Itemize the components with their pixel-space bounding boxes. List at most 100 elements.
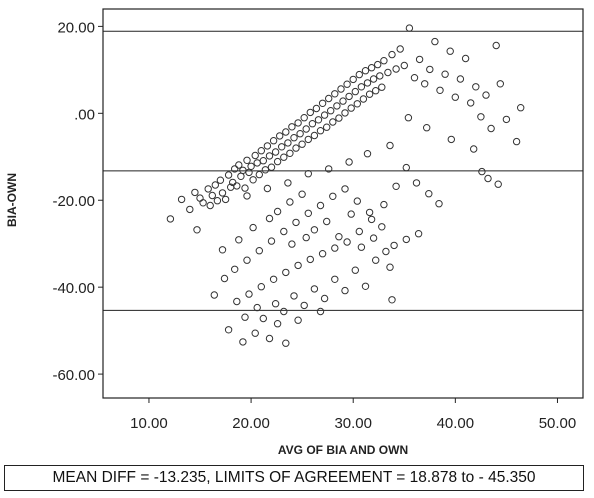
data-point <box>414 230 423 238</box>
data-point <box>349 75 357 84</box>
data-point <box>363 150 372 158</box>
data-point <box>245 168 253 177</box>
data-point <box>213 197 222 205</box>
y-tick-label: -20.00 <box>52 193 95 210</box>
data-point <box>472 83 480 91</box>
data-point <box>335 114 343 122</box>
data-point <box>294 316 302 324</box>
data-point <box>306 255 314 264</box>
data-point <box>374 60 382 69</box>
data-point <box>259 314 267 323</box>
data-point <box>265 152 274 160</box>
data-point <box>372 87 380 95</box>
data-point <box>426 65 434 74</box>
x-tick-label: 40.00 <box>437 415 475 432</box>
data-point <box>267 163 276 171</box>
data-point <box>396 45 404 53</box>
data-point <box>478 167 486 176</box>
data-point <box>400 61 408 70</box>
data-point <box>361 282 370 290</box>
data-point <box>329 118 337 126</box>
data-point <box>253 159 261 167</box>
data-point <box>388 50 396 59</box>
data-point <box>166 215 175 223</box>
data-point <box>386 141 394 150</box>
data-point <box>273 157 282 166</box>
data-point <box>425 190 433 198</box>
y-tick-label: -40.00 <box>52 280 95 297</box>
data-point <box>341 109 349 117</box>
x-tick-label: 10.00 <box>130 415 168 432</box>
x-axis-ticks: 10.00 20.00 30.00 40.00 50.00 <box>130 398 576 432</box>
data-point <box>273 320 282 328</box>
data-point <box>280 307 288 316</box>
data-point <box>372 256 380 264</box>
data-point <box>369 234 378 242</box>
data-point <box>335 233 343 241</box>
data-point <box>206 201 214 210</box>
data-point <box>267 237 276 245</box>
data-point <box>261 166 270 174</box>
data-point <box>292 218 300 227</box>
data-point <box>357 83 366 91</box>
data-point <box>353 100 361 108</box>
data-point <box>278 143 286 151</box>
x-tick-label: 20.00 <box>232 415 270 432</box>
data-point <box>300 114 308 122</box>
data-point <box>208 191 217 200</box>
y-tick-label: .00 <box>74 106 95 123</box>
data-point <box>191 188 199 197</box>
data-point <box>496 80 504 88</box>
data-point <box>304 209 312 218</box>
data-point <box>325 165 333 173</box>
data-point <box>263 184 272 193</box>
data-point <box>431 37 439 46</box>
data-point <box>276 132 284 140</box>
y-axis-title: BIA-OWN <box>5 173 19 227</box>
data-point <box>353 197 361 205</box>
data-point <box>436 86 444 95</box>
data-point <box>351 87 359 96</box>
data-point <box>308 120 317 128</box>
x-tick-label: 50.00 <box>539 415 577 432</box>
data-point <box>402 163 410 172</box>
data-point <box>365 90 374 98</box>
data-point <box>269 275 278 283</box>
data-point <box>347 210 355 218</box>
data-point <box>345 158 353 166</box>
data-point <box>259 157 267 165</box>
data-point <box>365 208 374 217</box>
data-point <box>517 104 525 112</box>
data-point <box>331 244 339 252</box>
data-point <box>392 65 400 73</box>
data-point <box>199 199 207 207</box>
data-point <box>286 198 294 206</box>
data-point <box>361 67 370 75</box>
plot-border <box>102 8 584 399</box>
data-point <box>245 290 253 298</box>
data-point <box>421 80 429 88</box>
data-point <box>288 240 296 248</box>
data-point <box>284 139 292 147</box>
agreement-caption: MEAN DIFF = -13.235, LIMITS OF AGREEMENT… <box>4 465 584 491</box>
data-point <box>384 68 392 77</box>
data-point <box>331 275 339 283</box>
data-point <box>323 123 331 131</box>
data-point <box>292 144 300 152</box>
x-axis-title: AVG OF BIA AND OWN <box>278 443 408 457</box>
data-point <box>247 162 255 171</box>
data-point <box>343 80 351 88</box>
data-point <box>477 113 485 121</box>
data-point <box>211 181 220 189</box>
data-point <box>243 256 251 264</box>
data-point <box>249 176 257 184</box>
data-point <box>316 127 325 135</box>
data-point <box>435 200 443 208</box>
data-point <box>388 296 396 304</box>
data-point <box>239 166 247 175</box>
data-point <box>288 123 296 131</box>
data-point <box>484 174 492 183</box>
data-point <box>415 55 424 64</box>
data-point <box>302 233 310 242</box>
data-point <box>233 182 241 190</box>
